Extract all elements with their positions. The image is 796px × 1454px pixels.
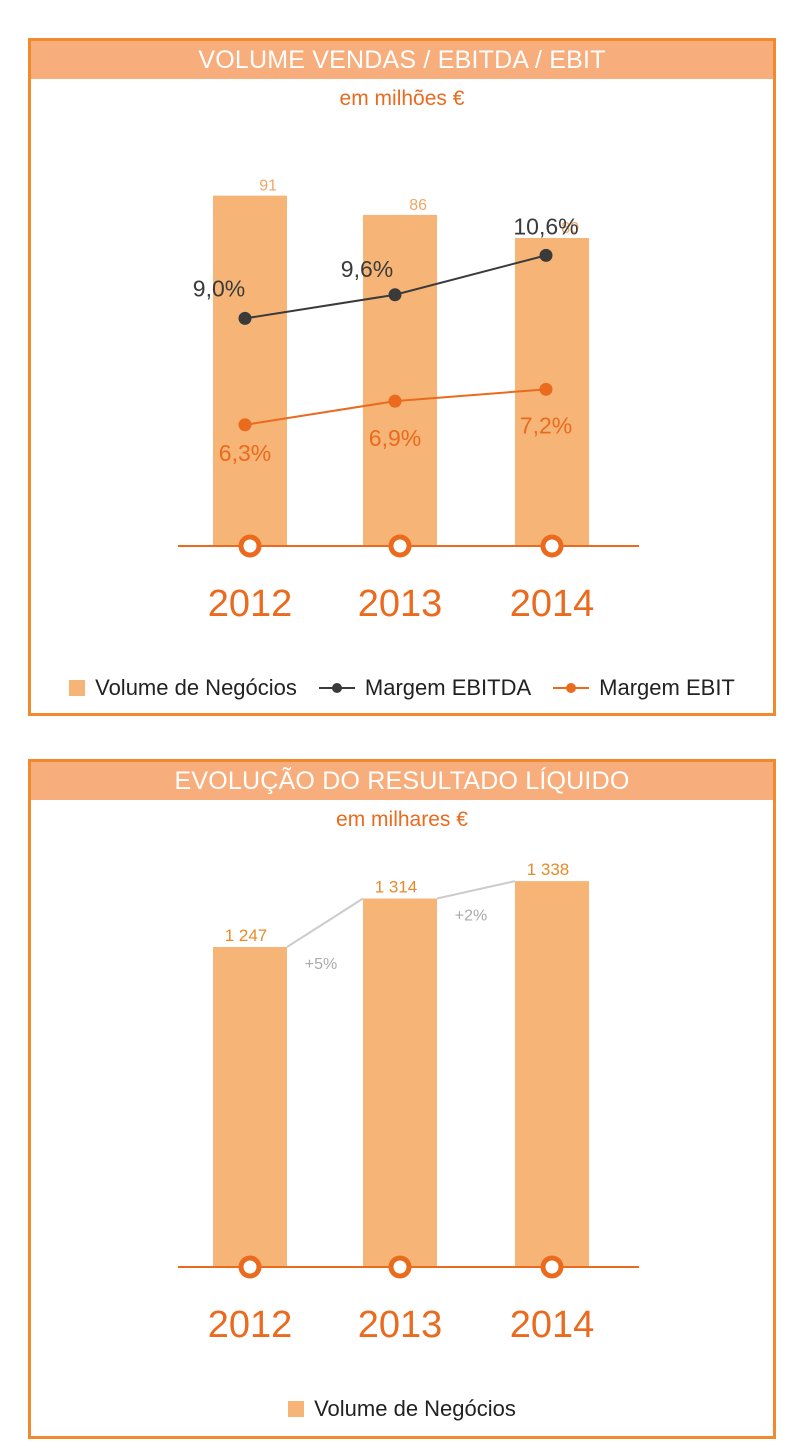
chart-legend: Volume de Negócios Margem EBITDA Margem … [31, 675, 773, 701]
series-point-label: 6,3% [219, 440, 271, 466]
growth-label: +5% [305, 956, 337, 973]
legend-item-volume: Volume de Negócios [288, 1396, 516, 1422]
series-point [238, 311, 252, 325]
series-point [238, 418, 252, 432]
legend-label: Volume de Negócios [314, 1396, 516, 1421]
bar-value-label: 1 338 [527, 860, 570, 879]
bar [363, 898, 437, 1267]
legend-swatch-bar [69, 680, 86, 696]
panel-subtitle: em milhares € [336, 808, 468, 831]
legend-label: Margem EBITDA [364, 675, 532, 700]
series-point-label: 9,0% [193, 275, 245, 301]
bar [213, 195, 287, 546]
x-tick-label: 2012 [208, 1304, 293, 1346]
chart-legend: Volume de Negócios [31, 1396, 773, 1422]
legend-label: Margem EBIT [599, 675, 735, 700]
legend-line-marker-ebit [553, 680, 590, 696]
growth-connector [436, 880, 516, 900]
legend-item-ebitda: Margem EBITDA [318, 675, 532, 701]
bar-value-label: 1 314 [375, 877, 418, 896]
bar-value-label: 80 [561, 220, 579, 237]
series-point-label: 9,6% [341, 256, 393, 282]
sales-chart: 91 86 80 9,0% 9,6% 10,6% 6,3% 6,9% 7,2% 2012 2013 2… [178, 178, 639, 625]
legend-item-ebit: Margem EBIT [553, 675, 735, 701]
x-tick-label: 2012 [208, 583, 293, 625]
series-point-label: 10,6% [513, 213, 578, 239]
axis-marker [388, 1255, 412, 1279]
series-point [539, 248, 553, 262]
bar [363, 214, 437, 546]
x-tick-label: 2014 [510, 583, 595, 625]
bar-value-label: 1 247 [225, 926, 268, 945]
axis-marker [238, 1255, 262, 1279]
x-tick-label: 2014 [510, 1304, 595, 1346]
sales-ebitda-ebit-panel: VOLUME VENDAS / EBITDA / EBIT em milhões… [28, 38, 776, 716]
bar [515, 881, 589, 1267]
panel-title: EVOLUÇÃO DO RESULTADO LÍQUIDO [31, 762, 773, 800]
net-result-panel: EVOLUÇÃO DO RESULTADO LÍQUIDO em milhare… [28, 759, 776, 1439]
axis-marker [540, 1255, 564, 1279]
series-point [388, 288, 402, 302]
axis-marker [540, 534, 564, 558]
bar-value-label: 86 [409, 197, 427, 214]
growth-connector [286, 897, 364, 948]
panel-subtitle: em milhões € [339, 87, 465, 110]
net-result-chart: 1 247 1 314 1 338 +5% +2% 2012 2013 2014 [178, 860, 639, 1346]
series-point [388, 394, 402, 408]
axis-marker [238, 534, 262, 558]
legend-label: Volume de Negócios [95, 675, 297, 700]
legend-line-marker-ebitda [318, 680, 355, 696]
series-point-label: 6,9% [369, 425, 421, 451]
axis-marker [388, 534, 412, 558]
series-point-label: 7,2% [520, 412, 572, 438]
bar [213, 947, 287, 1267]
legend-swatch-bar [288, 1401, 305, 1417]
panel-title: VOLUME VENDAS / EBITDA / EBIT [31, 41, 773, 79]
bar [515, 238, 589, 546]
x-tick-label: 2013 [358, 1304, 443, 1346]
bar-value-label: 91 [259, 178, 277, 195]
growth-label: +2% [455, 907, 487, 924]
legend-item-volume: Volume de Negócios [69, 675, 297, 701]
series-point [539, 382, 553, 396]
x-tick-label: 2013 [358, 583, 443, 625]
